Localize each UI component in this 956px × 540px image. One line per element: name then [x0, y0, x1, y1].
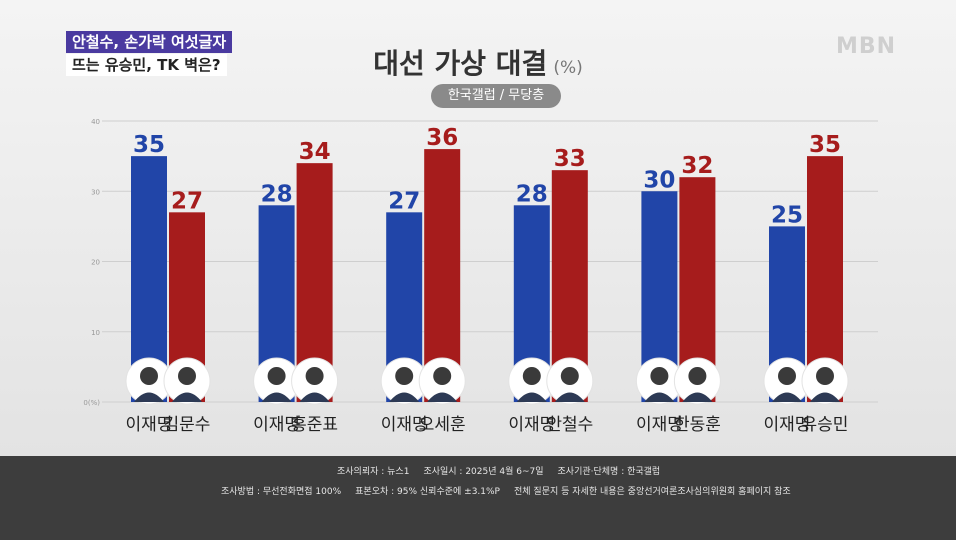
portrait-body [644, 392, 675, 402]
portrait-head [560, 367, 579, 385]
footer-item: 조사방법 : 무선전화면접 100% [221, 487, 342, 497]
topic-line2: 뜨는 유승민, TK 벽은? [66, 54, 227, 76]
footer-item: 전체 질문지 등 자세한 내용은 중앙선거여론조사심의위원회 홈페이지 참조 [514, 487, 791, 497]
portrait-body [554, 392, 585, 402]
footer-item: 표본오차 : 95% 신뢰수준에 ±3.1%P [355, 487, 500, 497]
chart-title: 대선 가상 대결 (%) [0, 42, 956, 82]
data-label: 36 [426, 125, 458, 151]
portrait-head [267, 367, 286, 385]
data-label: 28 [516, 181, 548, 207]
footer-item: 조사의뢰자 : 뉴스1 [337, 467, 410, 477]
data-label: 35 [133, 132, 165, 158]
portrait-body [261, 392, 292, 402]
candidate-name: 김문수 [164, 415, 211, 435]
data-label: 33 [554, 146, 586, 172]
portrait-body [172, 392, 202, 402]
portrait-body [516, 392, 547, 402]
candidate-name: 안철수 [546, 415, 593, 435]
portrait-body [427, 392, 458, 402]
candidate-name: 이재명 [381, 415, 428, 435]
chart-unit: (%) [553, 58, 583, 78]
candidate-name: 이재명 [508, 415, 555, 435]
portrait-body [134, 392, 164, 402]
portrait-head [178, 367, 196, 385]
broadcaster-logo: MBN [836, 34, 897, 59]
topic-line1: 안철수, 손가락 여섯글자 [66, 31, 233, 53]
candidate-name: 이재명 [764, 415, 811, 435]
data-label: 34 [299, 139, 331, 165]
portrait-body [682, 392, 713, 402]
chart-title-text: 대선 가상 대결 [373, 47, 548, 80]
footer-line2: 조사방법 : 무선전화면접 100% 표본오차 : 95% 신뢰수준에 ±3.1%… [221, 484, 805, 497]
candidate-name: 오세훈 [419, 415, 466, 435]
portrait-head [433, 367, 452, 385]
source-pill: 한국갤럽 / 무당층 [431, 84, 561, 108]
portrait-head [522, 367, 541, 385]
portrait-head [650, 367, 669, 385]
y-tick-label: 40 [91, 118, 100, 126]
candidate-name: 한동훈 [674, 415, 721, 435]
y-tick-label: 10 [91, 329, 100, 337]
candidate-name: 이재명 [126, 415, 173, 435]
footer-item: 조사일시 : 2025년 4월 6~7일 [423, 467, 544, 477]
portrait-head [688, 367, 707, 385]
candidate-name: 홍준표 [291, 415, 338, 435]
data-label: 30 [643, 167, 675, 193]
portrait-head [140, 367, 158, 385]
portrait-head [778, 367, 796, 385]
data-label: 25 [771, 202, 803, 228]
portrait-body [810, 392, 840, 402]
candidate-name: 유승민 [802, 415, 849, 435]
portrait-head [305, 367, 324, 385]
footer-line1: 조사의뢰자 : 뉴스1 조사일시 : 2025년 4월 6~7일 조사기관·단체명 … [337, 464, 674, 477]
portrait-body [389, 392, 420, 402]
y-tick-label: 30 [91, 188, 100, 196]
portrait-body [772, 392, 802, 402]
candidate-name: 이재명 [636, 415, 683, 435]
footer-item: 조사기관·단체명 : 한국갤럽 [557, 467, 661, 477]
data-label: 27 [388, 188, 420, 214]
survey-footer: 조사의뢰자 : 뉴스1 조사일시 : 2025년 4월 6~7일 조사기관·단체명 … [0, 456, 956, 540]
y-tick-label: 20 [91, 259, 100, 267]
y-tick-label: 0(%) [83, 399, 100, 407]
portrait-head [395, 367, 414, 385]
candidate-name: 이재명 [253, 415, 300, 435]
data-label: 32 [681, 153, 713, 179]
data-label: 28 [261, 181, 293, 207]
bar-chart: 0(%) 10 20 30 40 35 이재명 27 김문수 28 이재명 34 홍준표 27 이재명 36 오… [83, 118, 878, 435]
portrait-body [299, 392, 330, 402]
data-label: 27 [171, 188, 203, 214]
data-label: 35 [809, 132, 841, 158]
portrait-head [816, 367, 834, 385]
